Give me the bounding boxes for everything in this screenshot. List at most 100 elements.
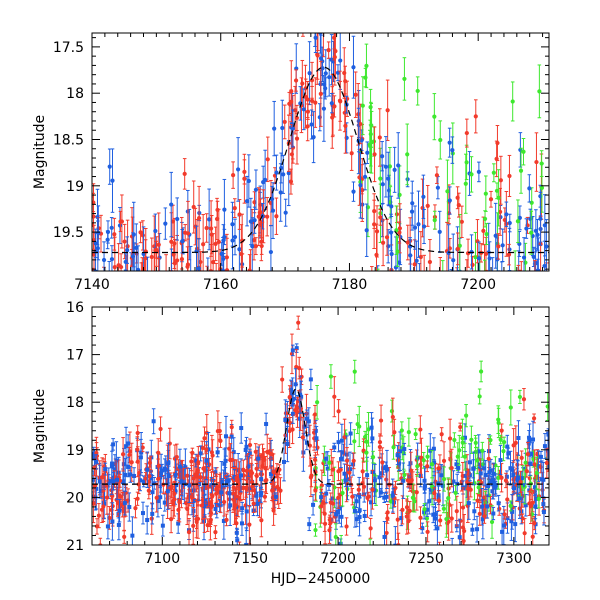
data-point-blue <box>169 248 174 271</box>
data-point-green <box>402 470 407 480</box>
data-point-blue <box>252 206 257 234</box>
data-point-red <box>468 481 473 498</box>
data-point-red <box>133 497 138 519</box>
y-tick-label: 21 <box>66 538 84 554</box>
data-point-red <box>139 262 144 271</box>
data-point-red <box>326 41 331 59</box>
data-point-blue <box>470 523 475 536</box>
top-x-axis-ticks: 7140 7160 7180 7200 <box>74 33 544 293</box>
bottom-y-axis-ticks: 16 17 18 19 20 21 <box>66 300 549 554</box>
data-point-blue <box>311 111 316 164</box>
data-point-red <box>374 205 380 258</box>
data-point-blue <box>268 224 274 271</box>
bottom-panel: 7100 7150 7200 7250 7300 16 17 18 19 20 21 Magnit… <box>32 300 550 587</box>
data-point-red <box>118 253 124 271</box>
data-point-red <box>384 512 389 545</box>
data-point-red <box>521 388 527 411</box>
data-point-red <box>451 323 455 339</box>
data-point-red <box>204 444 209 455</box>
data-point-red <box>530 493 535 513</box>
data-point-green <box>508 500 513 512</box>
data-point-red <box>237 541 242 545</box>
bottom-x-axis-ticks: 7100 7150 7200 7250 7300 <box>91 307 550 567</box>
data-point-red <box>336 486 341 509</box>
data-point-red <box>254 463 259 475</box>
data-point-blue <box>427 487 432 515</box>
data-point-blue <box>298 375 303 414</box>
data-point-red <box>209 434 214 470</box>
x-tick-label: 7300 <box>496 551 532 567</box>
data-point-blue <box>327 57 332 97</box>
data-point-red <box>425 184 430 227</box>
data-point-red <box>262 491 268 503</box>
data-point-green <box>422 503 427 516</box>
data-point-red <box>361 438 366 463</box>
data-point-blue <box>451 233 456 271</box>
data-point-red <box>370 266 374 271</box>
data-point-red <box>247 505 252 545</box>
data-point-blue <box>383 136 389 198</box>
data-point-red <box>208 515 213 528</box>
data-point-red <box>244 479 249 498</box>
data-point-red <box>449 504 454 533</box>
data-point-blue <box>493 202 498 269</box>
data-point-red <box>491 317 495 380</box>
data-point-blue <box>437 210 442 253</box>
data-point-red <box>154 240 159 259</box>
data-point-green <box>352 359 357 384</box>
x-tick-label: 7100 <box>144 551 180 567</box>
data-point-blue <box>108 298 112 332</box>
data-point-blue <box>280 99 285 157</box>
data-point-blue <box>293 368 298 401</box>
data-point-red <box>202 426 207 450</box>
data-point-green <box>415 76 420 106</box>
data-point-red <box>327 516 332 544</box>
data-point-red <box>519 450 524 466</box>
data-point-green <box>441 504 446 514</box>
data-point-green <box>368 538 372 545</box>
data-point-blue <box>471 451 476 486</box>
data-point-green <box>542 312 546 336</box>
data-point-red <box>293 404 298 416</box>
data-point-red <box>347 464 352 481</box>
data-point-blue <box>239 510 244 536</box>
data-point-red <box>205 518 210 532</box>
data-point-red <box>414 473 419 511</box>
data-point-red <box>418 231 423 271</box>
data-point-green <box>499 329 503 395</box>
data-point-blue <box>533 209 538 253</box>
data-point-blue <box>421 208 427 245</box>
data-point-red <box>313 454 318 465</box>
data-point-blue <box>487 241 492 271</box>
data-point-blue <box>149 470 154 487</box>
data-point-red <box>210 439 215 472</box>
data-point-red <box>394 205 400 224</box>
data-point-red <box>104 480 110 515</box>
data-point-blue <box>329 93 334 114</box>
data-point-red <box>372 199 377 250</box>
data-point-red <box>278 477 283 504</box>
top-plot-frame <box>91 32 550 272</box>
data-point-red <box>92 267 95 271</box>
data-point-red <box>214 197 220 241</box>
data-point-red <box>230 451 235 469</box>
data-point-blue <box>490 257 495 271</box>
data-point-green <box>370 450 376 464</box>
top-y-axis-ticks: 17.5 18 18.5 19 19.5 <box>53 37 549 270</box>
data-point-green <box>315 385 320 420</box>
data-point-red <box>533 260 537 271</box>
data-point-blue <box>447 186 452 215</box>
data-point-red <box>116 287 120 324</box>
data-point-red <box>494 140 499 178</box>
data-point-blue <box>527 451 532 476</box>
data-point-blue <box>130 516 135 545</box>
data-point-red <box>432 487 437 500</box>
data-point-red <box>380 447 385 478</box>
data-point-blue <box>239 412 244 444</box>
x-tick-label: 7200 <box>460 277 496 293</box>
data-point-red <box>418 506 423 530</box>
data-point-red <box>204 213 209 243</box>
data-point-green <box>471 332 475 356</box>
data-point-blue <box>155 287 159 341</box>
data-point-blue <box>285 425 290 463</box>
